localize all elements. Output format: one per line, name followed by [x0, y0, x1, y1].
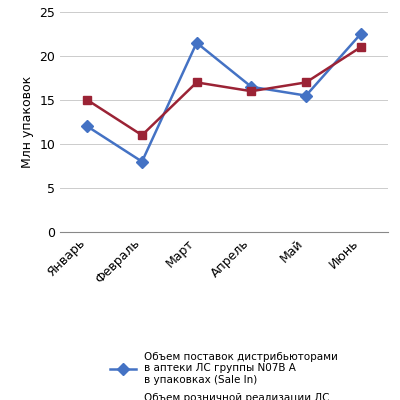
Legend: Объем поставок дистрибьюторами
в аптеки ЛС группы N07B А
в упаковках (Sale In), : Объем поставок дистрибьюторами в аптеки … — [110, 352, 338, 400]
Y-axis label: Млн упаковок: Млн упаковок — [21, 76, 34, 168]
